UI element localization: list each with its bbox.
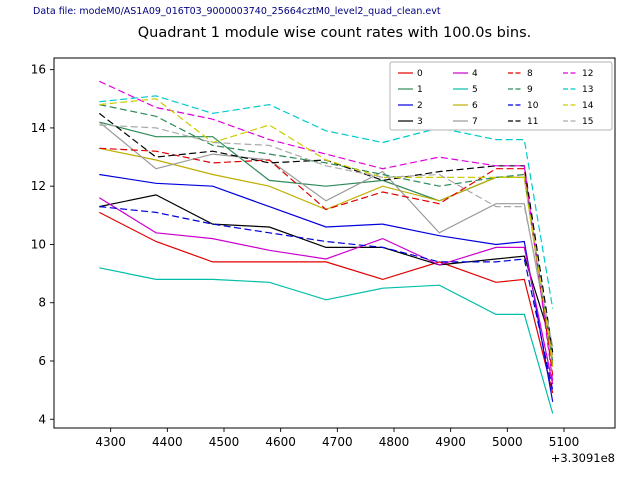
- legend-label-0: 0: [417, 69, 423, 79]
- legend-label-9: 9: [527, 85, 533, 95]
- legend-label-3: 3: [417, 117, 423, 127]
- series-line-7: [98, 121, 554, 356]
- legend-label-15: 15: [582, 117, 593, 127]
- legend-label-14: 14: [582, 101, 594, 111]
- legend-label-7: 7: [472, 117, 478, 127]
- legend-label-10: 10: [527, 101, 539, 111]
- series-line-14: [99, 98, 554, 362]
- x-tick-label: 5100: [549, 435, 580, 449]
- x-tick-label: 4600: [265, 435, 296, 449]
- legend-label-11: 11: [527, 117, 538, 127]
- y-tick-label: 16: [31, 63, 46, 77]
- legend-label-5: 5: [472, 85, 478, 95]
- legend-label-8: 8: [527, 69, 533, 79]
- series-line-0: [99, 211, 554, 394]
- legend-label-1: 1: [417, 85, 423, 95]
- series-line-8: [99, 147, 554, 376]
- series-line-2: [99, 173, 554, 402]
- y-tick-label: 10: [31, 237, 46, 251]
- y-tick-label: 14: [31, 121, 46, 135]
- series-line-5: [99, 267, 554, 414]
- axes-frame: [53, 57, 616, 429]
- series-line-15: [99, 124, 554, 347]
- y-tick-label: 12: [31, 179, 46, 193]
- x-axis-offset-label: +3.3091e8: [551, 451, 615, 465]
- series-line-12: [99, 80, 554, 382]
- legend-label-4: 4: [472, 69, 478, 79]
- x-tick-label: 4800: [379, 435, 410, 449]
- chart-title: Quadrant 1 module wise count rates with …: [137, 25, 532, 41]
- series-line-13: [99, 95, 554, 309]
- x-tick-label: 4500: [209, 435, 240, 449]
- series-line-10: [99, 206, 554, 391]
- series-line-4: [98, 197, 554, 385]
- x-tick-label: 4700: [322, 435, 353, 449]
- x-tick-label: 4900: [435, 435, 466, 449]
- series-line-6: [99, 147, 554, 367]
- legend-label-13: 13: [582, 85, 593, 95]
- data-file-label: Data file: modeM0/AS1A09_016T03_90000037…: [33, 6, 441, 17]
- legend-label-2: 2: [417, 101, 423, 111]
- y-tick-label: 8: [38, 296, 46, 310]
- x-tick-label: 4300: [95, 435, 126, 449]
- y-tick-label: 6: [38, 354, 46, 368]
- legend-label-12: 12: [582, 69, 593, 79]
- series-line-3: [99, 194, 554, 347]
- series-line-11: [98, 112, 554, 353]
- x-tick-label: 4400: [152, 435, 183, 449]
- x-tick-label: 5000: [492, 435, 523, 449]
- legend-box: [389, 61, 613, 131]
- series-line-9: [99, 104, 554, 362]
- legend-label-6: 6: [472, 101, 478, 111]
- y-tick-label: 4: [38, 412, 46, 426]
